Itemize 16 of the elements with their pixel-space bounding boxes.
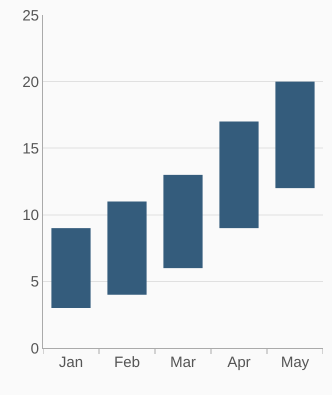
x-tick-label: Mar	[170, 354, 196, 371]
bar	[107, 201, 147, 295]
y-tick-label: 25	[22, 7, 39, 24]
y-tick-label: 5	[30, 274, 39, 291]
x-tick-label: May	[280, 354, 310, 371]
y-tick-label: 15	[22, 140, 39, 158]
y-tick-label: 0	[30, 340, 39, 358]
bar	[275, 82, 315, 188]
x-tick-label: Jan	[58, 354, 84, 371]
bar	[219, 122, 259, 228]
y-tick-label: 10	[22, 207, 39, 224]
x-tick-label: Feb	[114, 354, 140, 371]
y-tick-label: 20	[22, 74, 39, 91]
bar	[51, 228, 91, 308]
bar	[163, 174, 203, 268]
x-tick-label: Apr	[227, 354, 251, 371]
